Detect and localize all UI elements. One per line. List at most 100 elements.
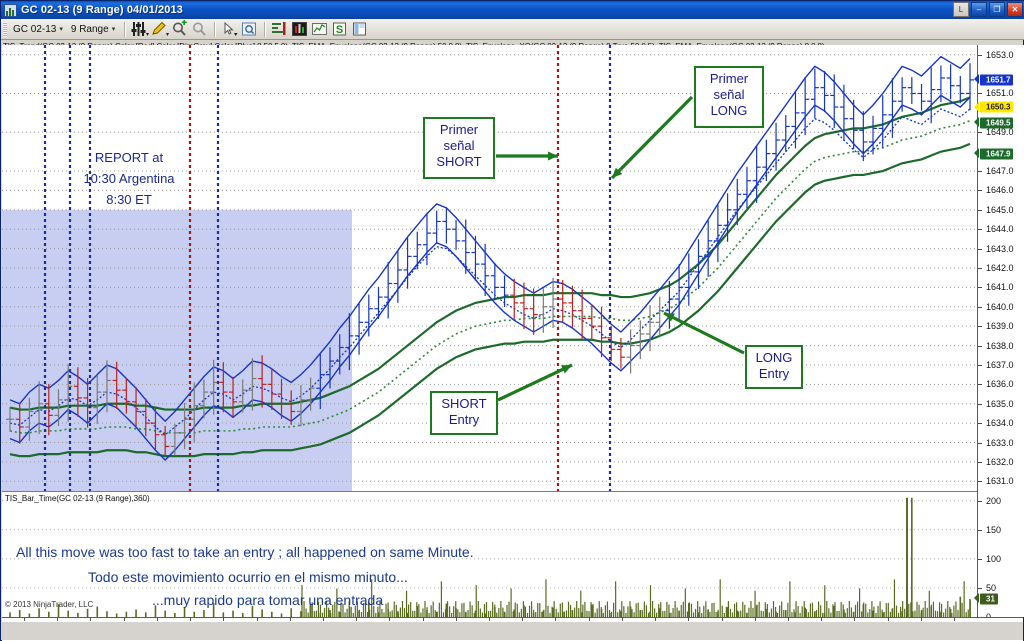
time-axis-tick xyxy=(954,617,955,621)
interval-value: 9 Range xyxy=(70,23,109,35)
chart-style-icon[interactable] xyxy=(310,20,329,38)
time-axis-tick xyxy=(688,617,690,621)
price-axis-tick xyxy=(978,248,982,250)
annotation-report-line1: REPORT at xyxy=(94,150,164,165)
cursor-select-icon[interactable] xyxy=(220,20,239,38)
price-badge-pointer xyxy=(974,148,979,159)
price-axis-tick xyxy=(978,442,982,444)
time-axis-tick xyxy=(655,617,657,621)
volume-chart-canvas xyxy=(2,497,977,617)
toolbar-separator xyxy=(214,21,217,37)
strategy-icon[interactable]: S xyxy=(330,20,349,38)
price-badge-pointer xyxy=(974,101,979,112)
chart-properties-icon[interactable] xyxy=(290,20,309,38)
volume-panel[interactable]: TIS_Bar_Time(GC 02-13 (9 Range),360) © 2… xyxy=(2,492,977,617)
window-title: GC 02-13 (9 Range) 04/01/2013 xyxy=(21,4,183,16)
chart-area: REPORT at 10:30 Argentina 8:30 ET Primer… xyxy=(2,45,1024,641)
price-axis-label: 1641.0 xyxy=(986,282,1014,293)
price-chart-canvas xyxy=(2,45,977,491)
instrument-selector[interactable]: GC 02-13 ▾ xyxy=(10,21,66,38)
price-axis-tick xyxy=(978,481,982,483)
price-axis-label: 1644.0 xyxy=(986,224,1014,235)
time-axis-tick xyxy=(156,617,158,621)
price-badge-indicator-2: 1647.9 xyxy=(980,148,1014,160)
price-axis-tick xyxy=(978,384,982,386)
annotation-short-line1: Primer xyxy=(439,122,479,137)
price-axis[interactable]: 1653.0 1651.0 1649.0 1647.0 1646.0 1645.0 1644… xyxy=(974,45,1024,622)
price-axis-label: 1640.0 xyxy=(986,301,1014,312)
annotation-primer-senal-long: Primer señal LONG xyxy=(694,66,764,128)
svg-text:S: S xyxy=(336,24,343,36)
volume-badge-pointer xyxy=(974,593,979,604)
window-buttons: L – ❐ ✕ xyxy=(953,2,1023,17)
price-axis-label: 1636.0 xyxy=(986,379,1014,390)
price-badge-last: 1650.3 xyxy=(980,101,1014,113)
volume-badge: 31 xyxy=(980,593,998,605)
volume-axis-label: 100 xyxy=(986,553,1002,564)
annotation-primer-senal-short: Primer señal SHORT xyxy=(423,117,495,179)
price-axis-tick xyxy=(978,132,982,134)
price-axis-tick xyxy=(978,306,982,308)
data-series-icon[interactable] xyxy=(270,20,289,38)
time-axis-tick xyxy=(522,617,524,621)
volume-axis-label: 50 xyxy=(986,582,997,593)
toolbar-grip[interactable] xyxy=(3,21,7,37)
time-axis-tick xyxy=(24,617,25,621)
interval-selector[interactable]: 9 Range ▾ xyxy=(68,21,118,38)
price-badge-pointer xyxy=(974,117,979,128)
zoom-out-icon[interactable] xyxy=(190,20,209,38)
price-axis-tick xyxy=(978,209,982,211)
price-panel[interactable]: REPORT at 10:30 Argentina 8:30 ET Primer… xyxy=(2,45,977,492)
price-axis-label: 1647.0 xyxy=(986,166,1014,177)
price-axis-tick xyxy=(978,54,982,56)
toolbar-separator xyxy=(264,21,267,37)
price-axis-label: 1635.0 xyxy=(986,398,1014,409)
magnifier-icon[interactable] xyxy=(240,20,259,38)
layout-icon[interactable] xyxy=(350,20,369,38)
close-button[interactable]: ✕ xyxy=(1007,2,1023,17)
annotation-long-line3: LONG xyxy=(710,103,748,118)
annotation-short-line3: SHORT xyxy=(436,154,482,169)
time-axis-tick xyxy=(223,617,225,621)
instrument-value: GC 02-13 xyxy=(13,23,57,35)
time-axis-tick xyxy=(787,617,789,621)
status-bar xyxy=(2,622,1023,640)
price-badge-bid: 1651.7 xyxy=(980,74,1014,86)
chart-icon xyxy=(4,3,17,17)
price-badge-pointer xyxy=(974,74,979,85)
time-axis-tick xyxy=(455,617,457,621)
price-axis-label: 1639.0 xyxy=(986,321,1014,332)
annotation-short-entry-line1: SHORT xyxy=(441,396,487,411)
price-axis-tick xyxy=(978,423,982,425)
annotation-report-line2: 10:30 Argentina xyxy=(83,171,175,186)
time-axis-tick xyxy=(57,617,59,621)
annotation-long-line1: Primer xyxy=(709,71,749,86)
price-axis-label: 1633.0 xyxy=(986,437,1014,448)
price-axis-label: 1631.0 xyxy=(986,476,1014,487)
time-axis-tick xyxy=(821,617,823,621)
volume-axis-tick xyxy=(978,558,982,560)
time-axis-tick xyxy=(754,617,756,621)
price-axis-label: 1651.0 xyxy=(986,88,1014,99)
restore-small-button[interactable]: L xyxy=(953,2,969,17)
time-axis-tick xyxy=(887,617,889,621)
zoom-in-icon[interactable] xyxy=(170,20,189,38)
time-axis-tick xyxy=(256,617,258,621)
time-axis-tick xyxy=(920,617,922,621)
volume-axis-tick xyxy=(978,529,982,531)
indicators-icon[interactable] xyxy=(130,20,150,38)
annotation-bottom-line3: ...muy rapido para tomar una entrada xyxy=(152,592,384,608)
price-axis-label: 1646.0 xyxy=(986,185,1014,196)
annotation-long-line2: señal xyxy=(713,87,745,102)
volume-panel-label: TIS_Bar_Time(GC 02-13 (9 Range),360) xyxy=(5,494,150,503)
annotation-long-entry-line1: LONG xyxy=(755,350,793,365)
price-axis-label: 1645.0 xyxy=(986,204,1014,215)
volume-axis-label: 200 xyxy=(986,495,1002,506)
price-axis-label: 1638.0 xyxy=(986,340,1014,351)
drawing-tools-pencil-icon[interactable] xyxy=(150,20,170,38)
minimize-button[interactable]: – xyxy=(971,2,987,17)
maximize-button[interactable]: ❐ xyxy=(989,2,1005,17)
time-axis-tick xyxy=(422,617,424,621)
window-titlebar[interactable]: GC 02-13 (9 Range) 04/01/2013 L – ❐ ✕ xyxy=(1,1,1024,19)
